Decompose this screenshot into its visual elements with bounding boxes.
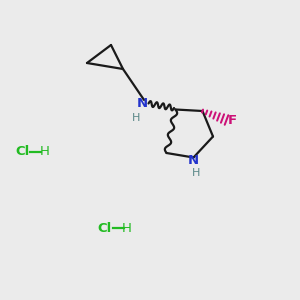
Text: H: H bbox=[192, 168, 201, 178]
Text: Cl: Cl bbox=[15, 145, 30, 158]
Text: H: H bbox=[132, 113, 140, 123]
Text: H: H bbox=[40, 145, 49, 158]
Text: N: N bbox=[137, 97, 148, 110]
Text: F: F bbox=[228, 113, 237, 127]
Text: N: N bbox=[188, 154, 199, 167]
Text: Cl: Cl bbox=[98, 221, 112, 235]
Text: H: H bbox=[122, 221, 132, 235]
